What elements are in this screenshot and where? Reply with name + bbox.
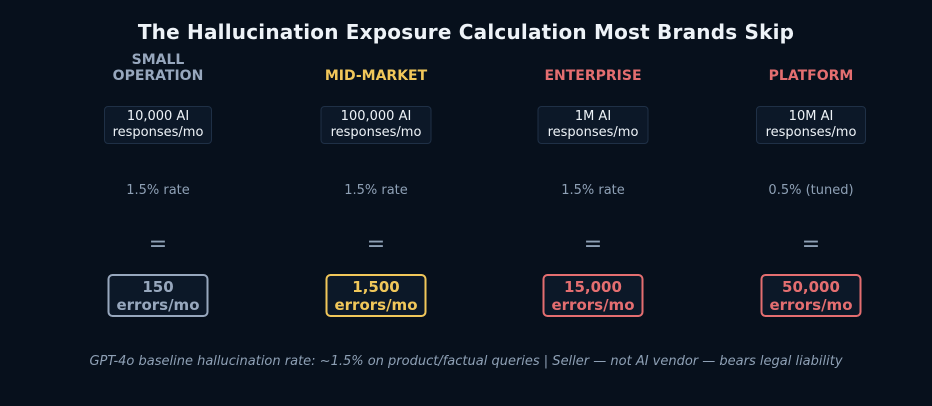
rate-text: 1.5% rate bbox=[561, 183, 625, 198]
equals-sign: = bbox=[801, 232, 821, 257]
footnote: GPT-4o baseline hallucination rate: ~1.5… bbox=[89, 354, 843, 369]
tier-column-small: SMALL OPERATION 10,000 AI responses/mo 1… bbox=[58, 0, 258, 406]
tier-column-mid-market: MID-MARKET 100,000 AI responses/mo 1.5% … bbox=[276, 0, 476, 406]
errors-box: 1,500 errors/mo bbox=[325, 274, 427, 317]
volume-box: 10M AI responses/mo bbox=[756, 106, 866, 144]
tier-label: MID-MARKET bbox=[324, 68, 428, 84]
equals-sign: = bbox=[583, 232, 603, 257]
errors-box: 150 errors/mo bbox=[107, 274, 209, 317]
errors-box: 50,000 errors/mo bbox=[760, 274, 862, 317]
tier-column-platform: PLATFORM 10M AI responses/mo 0.5% (tuned… bbox=[711, 0, 911, 406]
equals-sign: = bbox=[148, 232, 168, 257]
tier-label: SMALL OPERATION bbox=[112, 52, 204, 84]
equals-sign: = bbox=[366, 232, 386, 257]
tier-column-enterprise: ENTERPRISE 1M AI responses/mo 1.5% rate … bbox=[493, 0, 693, 406]
tier-label: ENTERPRISE bbox=[544, 68, 642, 84]
rate-text: 1.5% rate bbox=[344, 183, 408, 198]
rate-text: 0.5% (tuned) bbox=[768, 183, 854, 198]
volume-box: 1M AI responses/mo bbox=[537, 106, 649, 144]
volume-box: 10,000 AI responses/mo bbox=[104, 106, 212, 144]
tier-label: PLATFORM bbox=[768, 68, 854, 84]
errors-box: 15,000 errors/mo bbox=[542, 274, 644, 317]
rate-text: 1.5% rate bbox=[126, 183, 190, 198]
volume-box: 100,000 AI responses/mo bbox=[320, 106, 432, 144]
diagram-title: The Hallucination Exposure Calculation M… bbox=[137, 20, 795, 44]
